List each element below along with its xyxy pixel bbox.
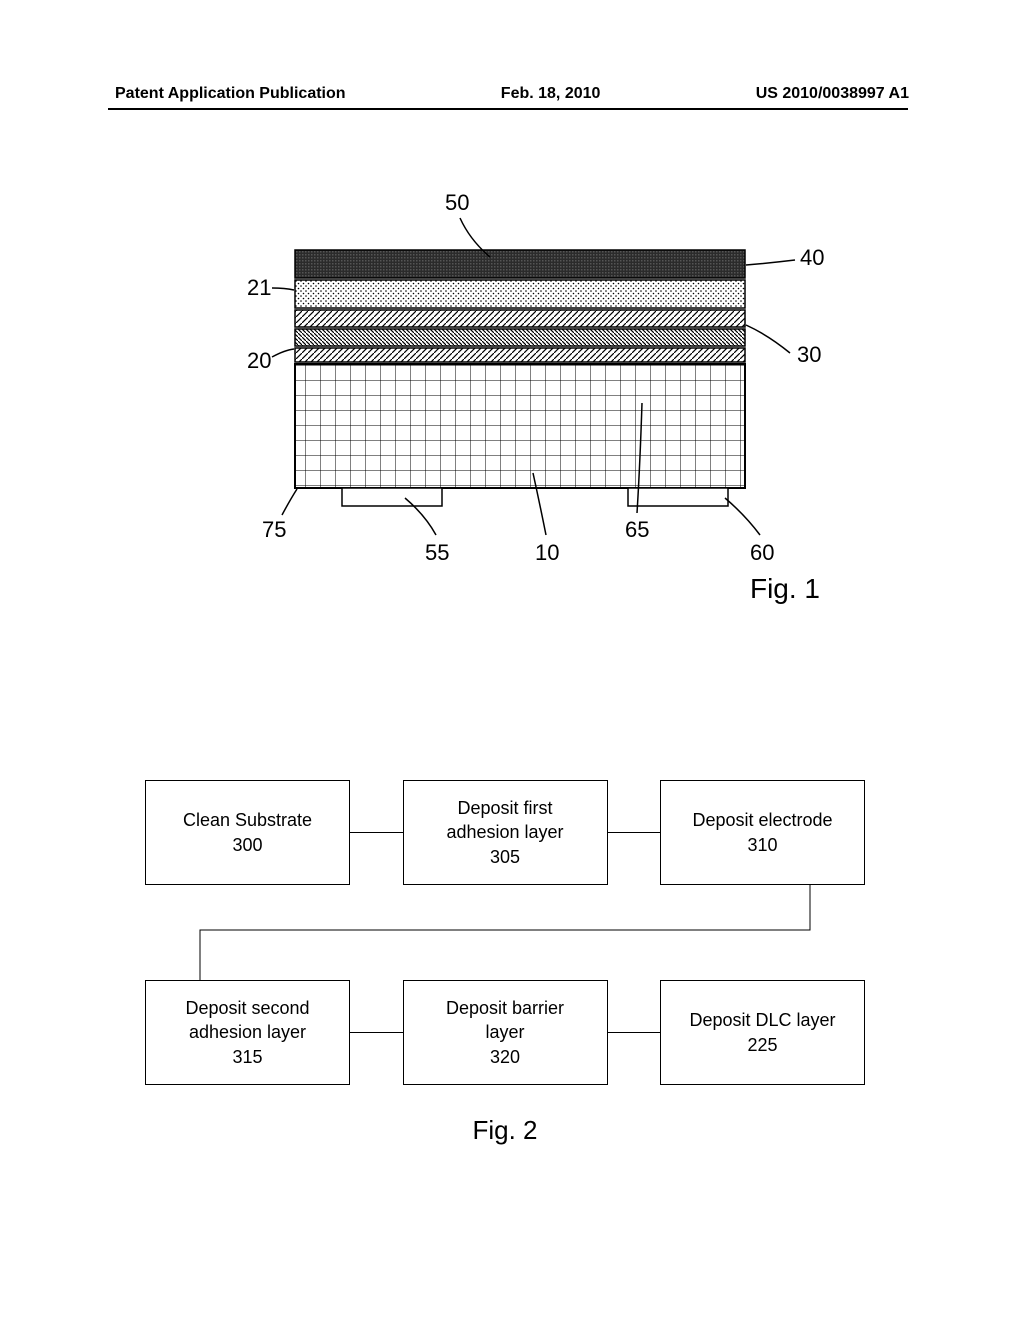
foot-55 <box>342 488 442 506</box>
flow-text: layer <box>485 1020 524 1044</box>
flow-box-225: Deposit DLC layer 225 <box>660 980 865 1085</box>
flow-text: Deposit DLC layer <box>689 1008 835 1032</box>
figure-2: Clean Substrate 300 Deposit first adhesi… <box>145 780 865 1180</box>
label-50: 50 <box>445 190 469 215</box>
label-60: 60 <box>750 540 774 565</box>
flow-text: 305 <box>490 845 520 869</box>
layer-10 <box>295 364 745 488</box>
flow-box-300: Clean Substrate 300 <box>145 780 350 885</box>
layer-40 <box>295 250 745 278</box>
flow-connector <box>350 1032 403 1033</box>
label-75: 75 <box>262 517 286 542</box>
flow-text: adhesion layer <box>446 820 563 844</box>
layer-21 <box>295 280 745 308</box>
figure-1: 50 40 21 30 20 75 55 10 65 60 Fig. 1 <box>170 185 850 605</box>
header-rule <box>108 108 908 110</box>
flow-text: 315 <box>232 1045 262 1069</box>
label-21: 21 <box>247 275 271 300</box>
mid-connector-svg <box>145 885 865 980</box>
fig1-svg: 50 40 21 30 20 75 55 10 65 60 <box>170 185 850 575</box>
header-left: Patent Application Publication <box>115 85 346 103</box>
flow-connector <box>608 832 661 833</box>
fig2-caption: Fig. 2 <box>145 1115 865 1146</box>
flow-text: Deposit barrier <box>446 996 564 1020</box>
flow-text: adhesion layer <box>189 1020 306 1044</box>
layer-hatch-2 <box>295 329 745 346</box>
fig1-caption: Fig. 1 <box>750 573 820 605</box>
flow-text: Deposit electrode <box>692 808 832 832</box>
page: Patent Application Publication Feb. 18, … <box>0 0 1024 1320</box>
label-10: 10 <box>535 540 559 565</box>
label-40: 40 <box>800 245 824 270</box>
flow-row-1: Clean Substrate 300 Deposit first adhesi… <box>145 780 865 885</box>
page-header: Patent Application Publication Feb. 18, … <box>0 85 1024 103</box>
layer-20 <box>295 348 745 362</box>
header-center: Feb. 18, 2010 <box>501 85 601 103</box>
label-20: 20 <box>247 348 271 373</box>
label-30: 30 <box>797 342 821 367</box>
header-right: US 2010/0038997 A1 <box>756 85 909 103</box>
flow-text: 300 <box>232 833 262 857</box>
label-65: 65 <box>625 517 649 542</box>
flow-box-315: Deposit second adhesion layer 315 <box>145 980 350 1085</box>
flow-box-320: Deposit barrier layer 320 <box>403 980 608 1085</box>
foot-60 <box>628 488 728 506</box>
flow-text: Clean Substrate <box>183 808 312 832</box>
flow-connector <box>350 832 403 833</box>
flow-connector <box>608 1032 661 1033</box>
flow-box-310: Deposit electrode 310 <box>660 780 865 885</box>
flow-text: 310 <box>747 833 777 857</box>
label-55: 55 <box>425 540 449 565</box>
flow-text: Deposit second <box>185 996 309 1020</box>
flow-box-305: Deposit first adhesion layer 305 <box>403 780 608 885</box>
flow-row-2: Deposit second adhesion layer 315 Deposi… <box>145 980 865 1085</box>
flow-text: 225 <box>747 1033 777 1057</box>
flow-text: 320 <box>490 1045 520 1069</box>
layer-30 <box>295 310 745 327</box>
flow-text: Deposit first <box>457 796 552 820</box>
